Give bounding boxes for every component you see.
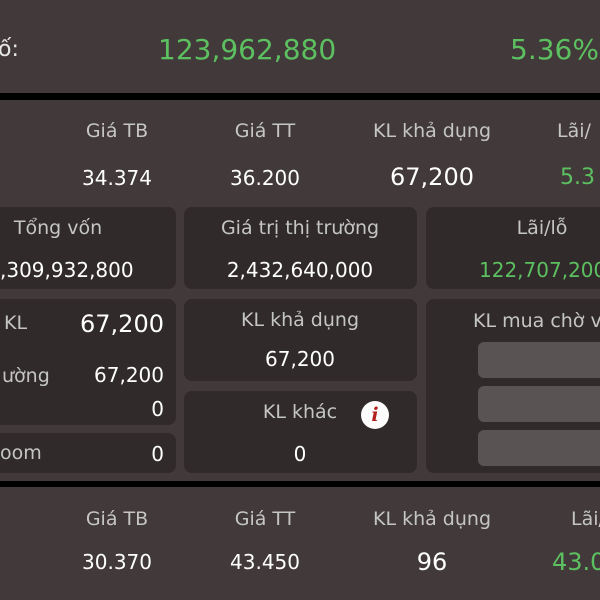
profit-loss-value: 122,707,200 (479, 258, 600, 282)
other-qty-card: KL khác 0 i (184, 391, 417, 473)
summary-label: ố: (0, 37, 19, 62)
other-qty-label: KL khác (262, 401, 338, 423)
market-value-label: Giá trị thị trường (220, 217, 380, 239)
market-price-value: 36.200 (230, 166, 300, 190)
room-card: oom 0 (0, 433, 176, 473)
market-price-label-2: Giá TT (234, 508, 296, 530)
profit-loss-label: Lãi/lỗ (516, 217, 568, 239)
profit-label-2: Lãi/ (571, 508, 600, 530)
pending-buy-slot-2[interactable] (478, 386, 600, 422)
total-capital-value: ,309,932,800 (0, 258, 134, 282)
avg-price-label-2: Giá TB (85, 508, 149, 530)
quantity-card: KL 67,200 ường 67,200 0 (0, 299, 176, 425)
total-capital-label: Tổng vốn (13, 217, 103, 239)
profit-percent-value: 5.3 (560, 165, 595, 190)
market-price-value-2: 43.450 (230, 550, 300, 574)
pending-buy-card: KL mua chờ v (426, 299, 600, 473)
pending-buy-slot-1[interactable] (478, 342, 600, 378)
quantity-label: KL (4, 312, 28, 334)
profit-value-2: 43.0 (552, 548, 600, 576)
avg-price-label: Giá TB (85, 120, 149, 142)
available-qty-value-2: 96 (416, 548, 448, 576)
available-qty-label: KL khả dụng (372, 120, 492, 142)
other-qty-value: 0 (293, 442, 307, 466)
normal-qty-label: ường (2, 365, 50, 387)
info-icon[interactable]: i (361, 401, 389, 429)
market-price-label: Giá TT (234, 120, 296, 142)
available-qty-label-2: KL khả dụng (372, 508, 492, 530)
market-value-value: 2,432,640,000 (226, 258, 374, 282)
total-capital-card: Tổng vốn ,309,932,800 (0, 207, 176, 289)
avg-price-value: 34.374 (82, 166, 152, 190)
avg-price-value-2: 30.370 (82, 550, 152, 574)
profit-label: Lãi/ (557, 120, 591, 142)
available-qty-card: KL khả dụng 67,200 (184, 299, 417, 381)
total-profit-percent: 5.36% (510, 33, 599, 66)
row-3-value: 0 (151, 397, 164, 421)
total-profit-value: 123,962,880 (158, 33, 337, 66)
market-value-card: Giá trị thị trường 2,432,640,000 (184, 207, 417, 289)
room-value: 0 (151, 442, 164, 466)
holding-row-2[interactable]: Giá TB 30.370 Giá TT 43.450 KL khả dụng … (0, 487, 600, 600)
available-qty-card-value: 67,200 (265, 347, 335, 371)
holding-detail-panel[interactable]: Giá TB 34.374 Giá TT 36.200 KL khả dụng … (0, 100, 600, 481)
normal-qty-value: 67,200 (94, 363, 164, 387)
profit-summary-panel: ố: 123,962,880 5.36% (0, 0, 600, 93)
available-qty-card-label: KL khả dụng (240, 309, 360, 331)
available-qty-value: 67,200 (390, 163, 474, 191)
pending-buy-slot-3[interactable] (478, 430, 600, 466)
pending-buy-label: KL mua chờ v (473, 310, 600, 332)
room-label: oom (0, 442, 42, 464)
profit-loss-card: Lãi/lỗ 122,707,200 (426, 207, 600, 289)
quantity-value: 67,200 (80, 310, 164, 338)
